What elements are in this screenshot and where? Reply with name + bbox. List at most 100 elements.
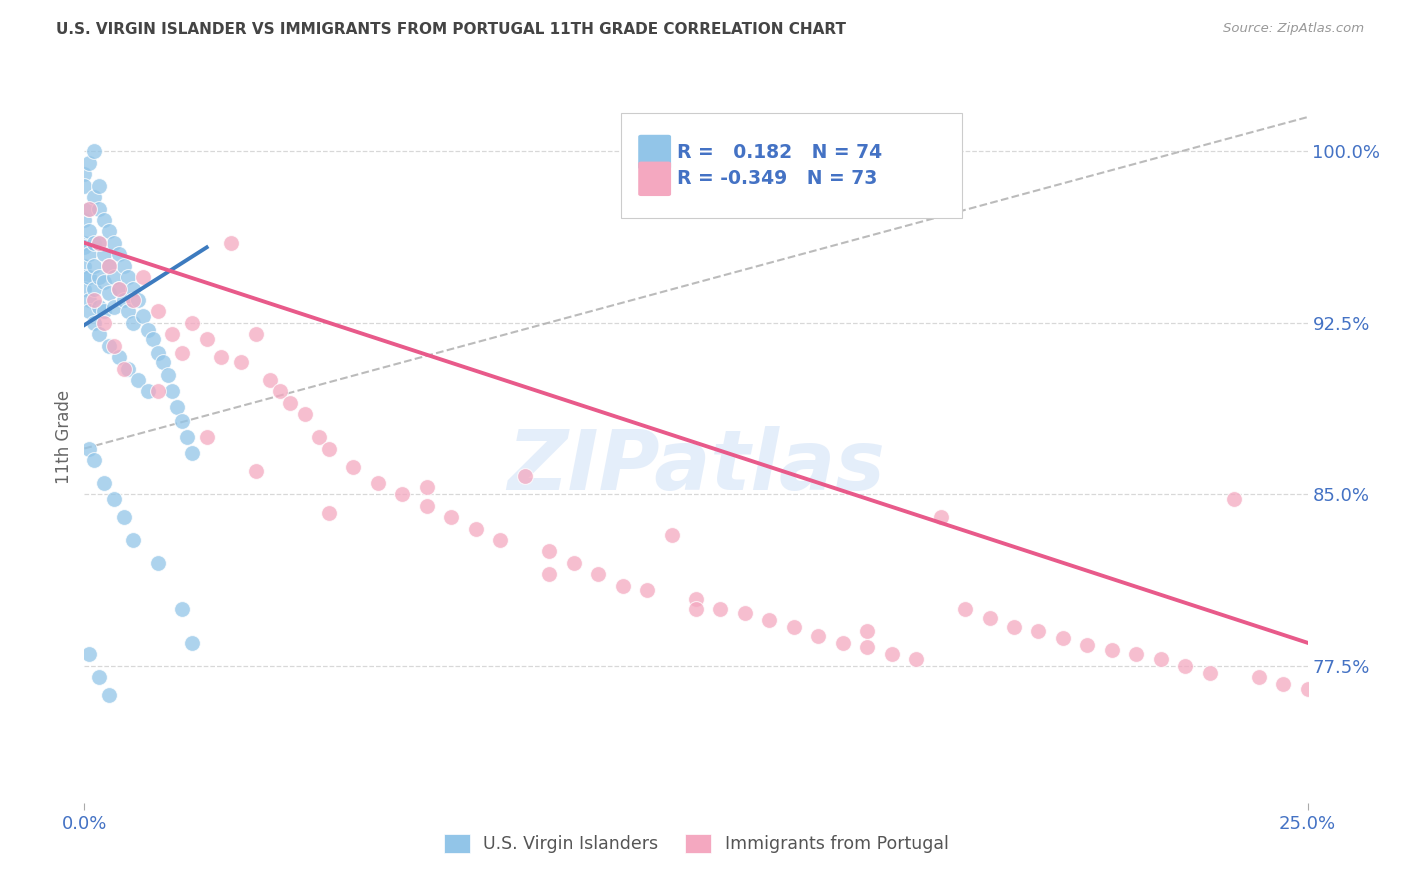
Point (97, 689, 120, 703)
Point (856, 640, 879, 655)
Point (245, 464, 267, 478)
Point (172, 414, 194, 428)
Point (87, 270, 110, 285)
Point (73, 281, 96, 295)
Point (87, 202, 110, 216)
Point (172, 601, 194, 615)
Point (107, 281, 129, 295)
Point (77, 202, 100, 216)
Point (416, 480, 439, 494)
Point (103, 491, 125, 506)
Point (136, 323, 159, 337)
Point (152, 354, 174, 368)
Point (73, 213, 96, 227)
Point (953, 601, 976, 615)
Point (122, 293, 145, 307)
Point (87, 670, 110, 684)
Point (77, 270, 100, 285)
Point (73, 167, 96, 181)
Point (156, 368, 179, 383)
Point (93, 213, 115, 227)
Point (83, 190, 105, 204)
Point (73, 240, 96, 254)
Point (758, 613, 780, 627)
Point (229, 354, 252, 368)
Point (416, 499, 439, 513)
Point (97, 224, 120, 238)
Point (97, 259, 120, 273)
Point (181, 446, 204, 460)
Point (979, 610, 1001, 624)
Point (489, 533, 512, 547)
Point (929, 510, 952, 524)
Point (93, 475, 115, 490)
Point (1150, 652, 1173, 666)
Point (112, 259, 135, 273)
Point (103, 270, 125, 285)
Point (73, 235, 96, 250)
Point (93, 275, 115, 289)
Point (685, 601, 707, 615)
Point (308, 430, 330, 444)
Point (83, 293, 105, 307)
Point (77, 442, 100, 456)
Point (905, 652, 928, 666)
Point (269, 384, 291, 399)
Point (146, 345, 169, 359)
Point (278, 396, 301, 410)
Point (73, 270, 96, 285)
Point (142, 332, 165, 346)
Point (112, 361, 135, 376)
Point (146, 384, 169, 399)
Point (181, 316, 204, 330)
Point (807, 629, 830, 643)
Point (77, 647, 100, 661)
Point (112, 510, 135, 524)
Point (636, 583, 658, 598)
Point (87, 235, 110, 250)
Point (87, 235, 110, 250)
Point (107, 350, 129, 364)
Point (513, 469, 536, 483)
Point (1296, 681, 1319, 696)
Point (83, 453, 105, 467)
Point (107, 281, 129, 295)
Point (146, 304, 169, 318)
Point (172, 345, 194, 359)
Text: R = -0.349   N = 73: R = -0.349 N = 73 (678, 169, 877, 188)
Point (391, 487, 413, 501)
Point (538, 544, 561, 558)
Point (103, 300, 125, 314)
Point (1125, 647, 1147, 661)
Point (1052, 631, 1074, 645)
Point (77, 247, 100, 261)
Point (83, 316, 105, 330)
Point (77, 293, 100, 307)
Point (685, 592, 707, 607)
Point (661, 528, 683, 542)
Point (77, 202, 100, 216)
Point (162, 384, 184, 399)
Point (195, 430, 218, 444)
Point (77, 224, 100, 238)
Point (181, 636, 204, 650)
Point (103, 338, 125, 352)
Point (367, 475, 389, 490)
Point (107, 247, 129, 261)
Point (93, 247, 115, 261)
Point (1076, 638, 1098, 652)
Point (1174, 658, 1197, 673)
Point (195, 332, 218, 346)
Point (136, 384, 159, 399)
Text: Source: ZipAtlas.com: Source: ZipAtlas.com (1223, 22, 1364, 36)
Point (93, 304, 115, 318)
Point (464, 521, 486, 535)
Point (112, 293, 135, 307)
Legend: U.S. Virgin Islanders, Immigrants from Portugal: U.S. Virgin Islanders, Immigrants from P… (437, 827, 955, 860)
Point (162, 327, 184, 342)
Point (122, 316, 145, 330)
Point (146, 556, 169, 570)
Point (103, 235, 125, 250)
Point (209, 350, 232, 364)
Point (132, 270, 155, 285)
